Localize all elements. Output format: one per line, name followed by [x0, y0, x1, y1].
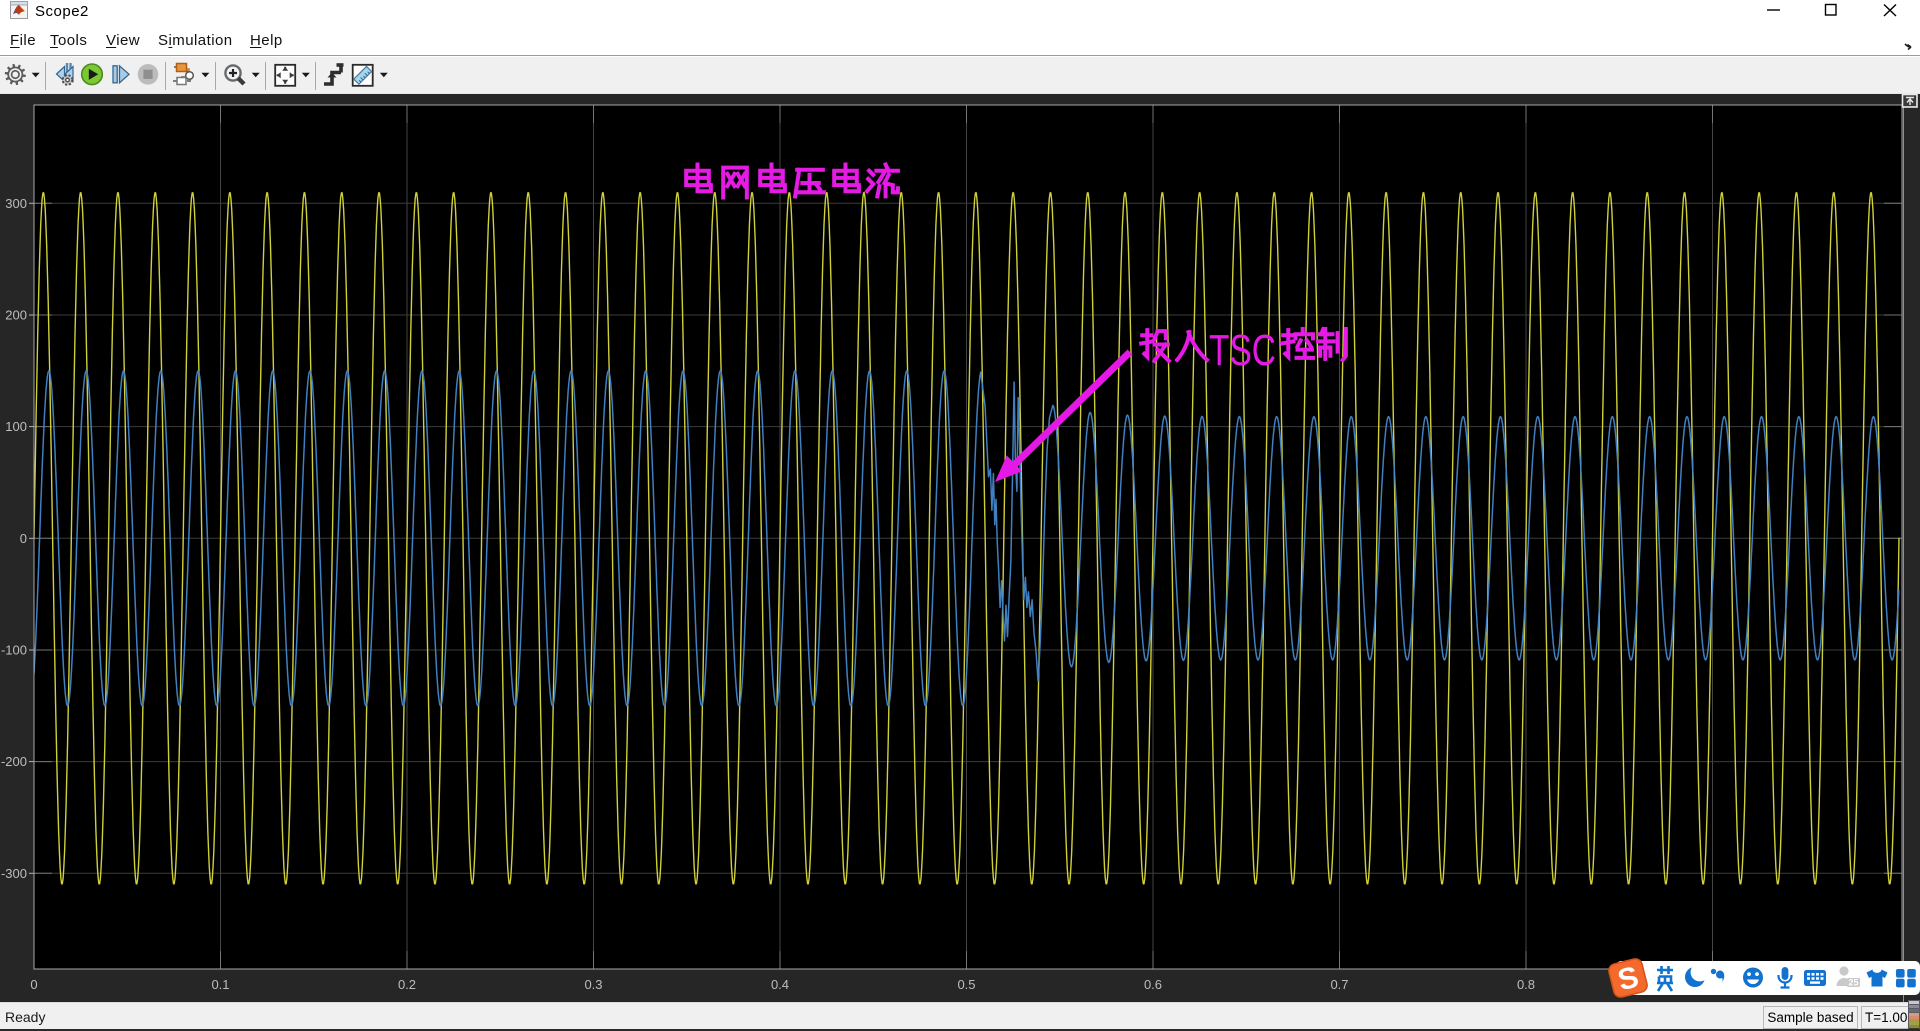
- svg-text:200: 200: [5, 308, 27, 323]
- svg-text:-300: -300: [1, 866, 27, 881]
- svg-text:0.2: 0.2: [398, 977, 416, 992]
- svg-text:100: 100: [5, 419, 27, 434]
- svg-text:0.8: 0.8: [1517, 977, 1535, 992]
- svg-text:0.4: 0.4: [771, 977, 789, 992]
- svg-text:TSC: TSC: [1209, 326, 1276, 375]
- svg-text:25: 25: [1848, 978, 1858, 988]
- svg-text:-100: -100: [1, 643, 27, 658]
- svg-text:0.7: 0.7: [1330, 977, 1348, 992]
- svg-text:0.6: 0.6: [1144, 977, 1162, 992]
- svg-text:0.3: 0.3: [584, 977, 602, 992]
- svg-text:-200: -200: [1, 754, 27, 769]
- svg-text:300: 300: [5, 196, 27, 211]
- svg-text:0: 0: [30, 977, 37, 992]
- svg-text:0: 0: [20, 531, 27, 546]
- svg-text:0.5: 0.5: [957, 977, 975, 992]
- svg-text:0.1: 0.1: [211, 977, 229, 992]
